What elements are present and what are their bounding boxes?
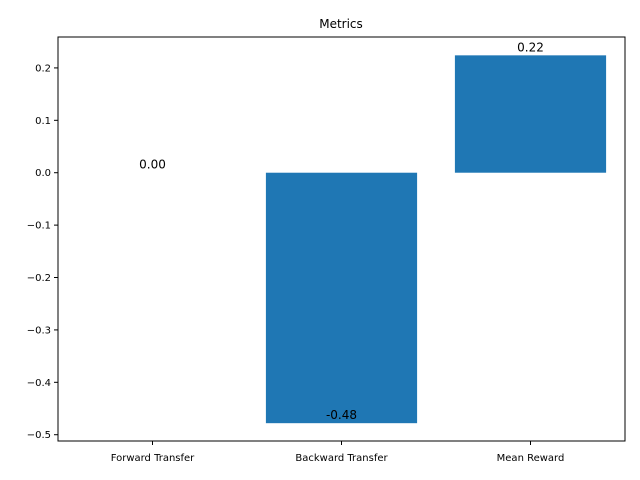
data-label-0: 0.00: [139, 158, 166, 172]
y-axis: −0.5 −0.4 −0.3 −0.2 −0.1 0.0 0.1 0.2: [27, 63, 58, 441]
y-tick-label-1: −0.4: [27, 378, 51, 389]
x-tick-label-2: Mean Reward: [497, 453, 565, 464]
chart-title: Metrics: [319, 17, 363, 31]
y-tick-label-6: 0.1: [35, 116, 51, 127]
y-tick-label-3: −0.2: [27, 273, 51, 284]
y-tick-label-4: −0.1: [27, 221, 51, 232]
data-label-1: -0.48: [326, 408, 357, 422]
x-tick-label-1: Backward Transfer: [295, 453, 388, 464]
bar-2: [454, 55, 607, 173]
y-tick-label-0: −0.5: [27, 430, 51, 441]
x-tick-label-0: Forward Transfer: [111, 453, 195, 464]
bar-1: [265, 172, 418, 424]
data-labels-group: 0.00 -0.48 0.22: [139, 40, 544, 422]
x-axis: Forward Transfer Backward Transfer Mean Re…: [111, 441, 565, 464]
data-label-2: 0.22: [517, 40, 544, 54]
y-tick-label-7: 0.2: [35, 63, 51, 74]
y-tick-label-2: −0.3: [27, 325, 51, 336]
bars-group: [265, 55, 607, 424]
y-tick-label-5: 0.0: [35, 168, 51, 179]
plot-frame: [57, 36, 626, 442]
